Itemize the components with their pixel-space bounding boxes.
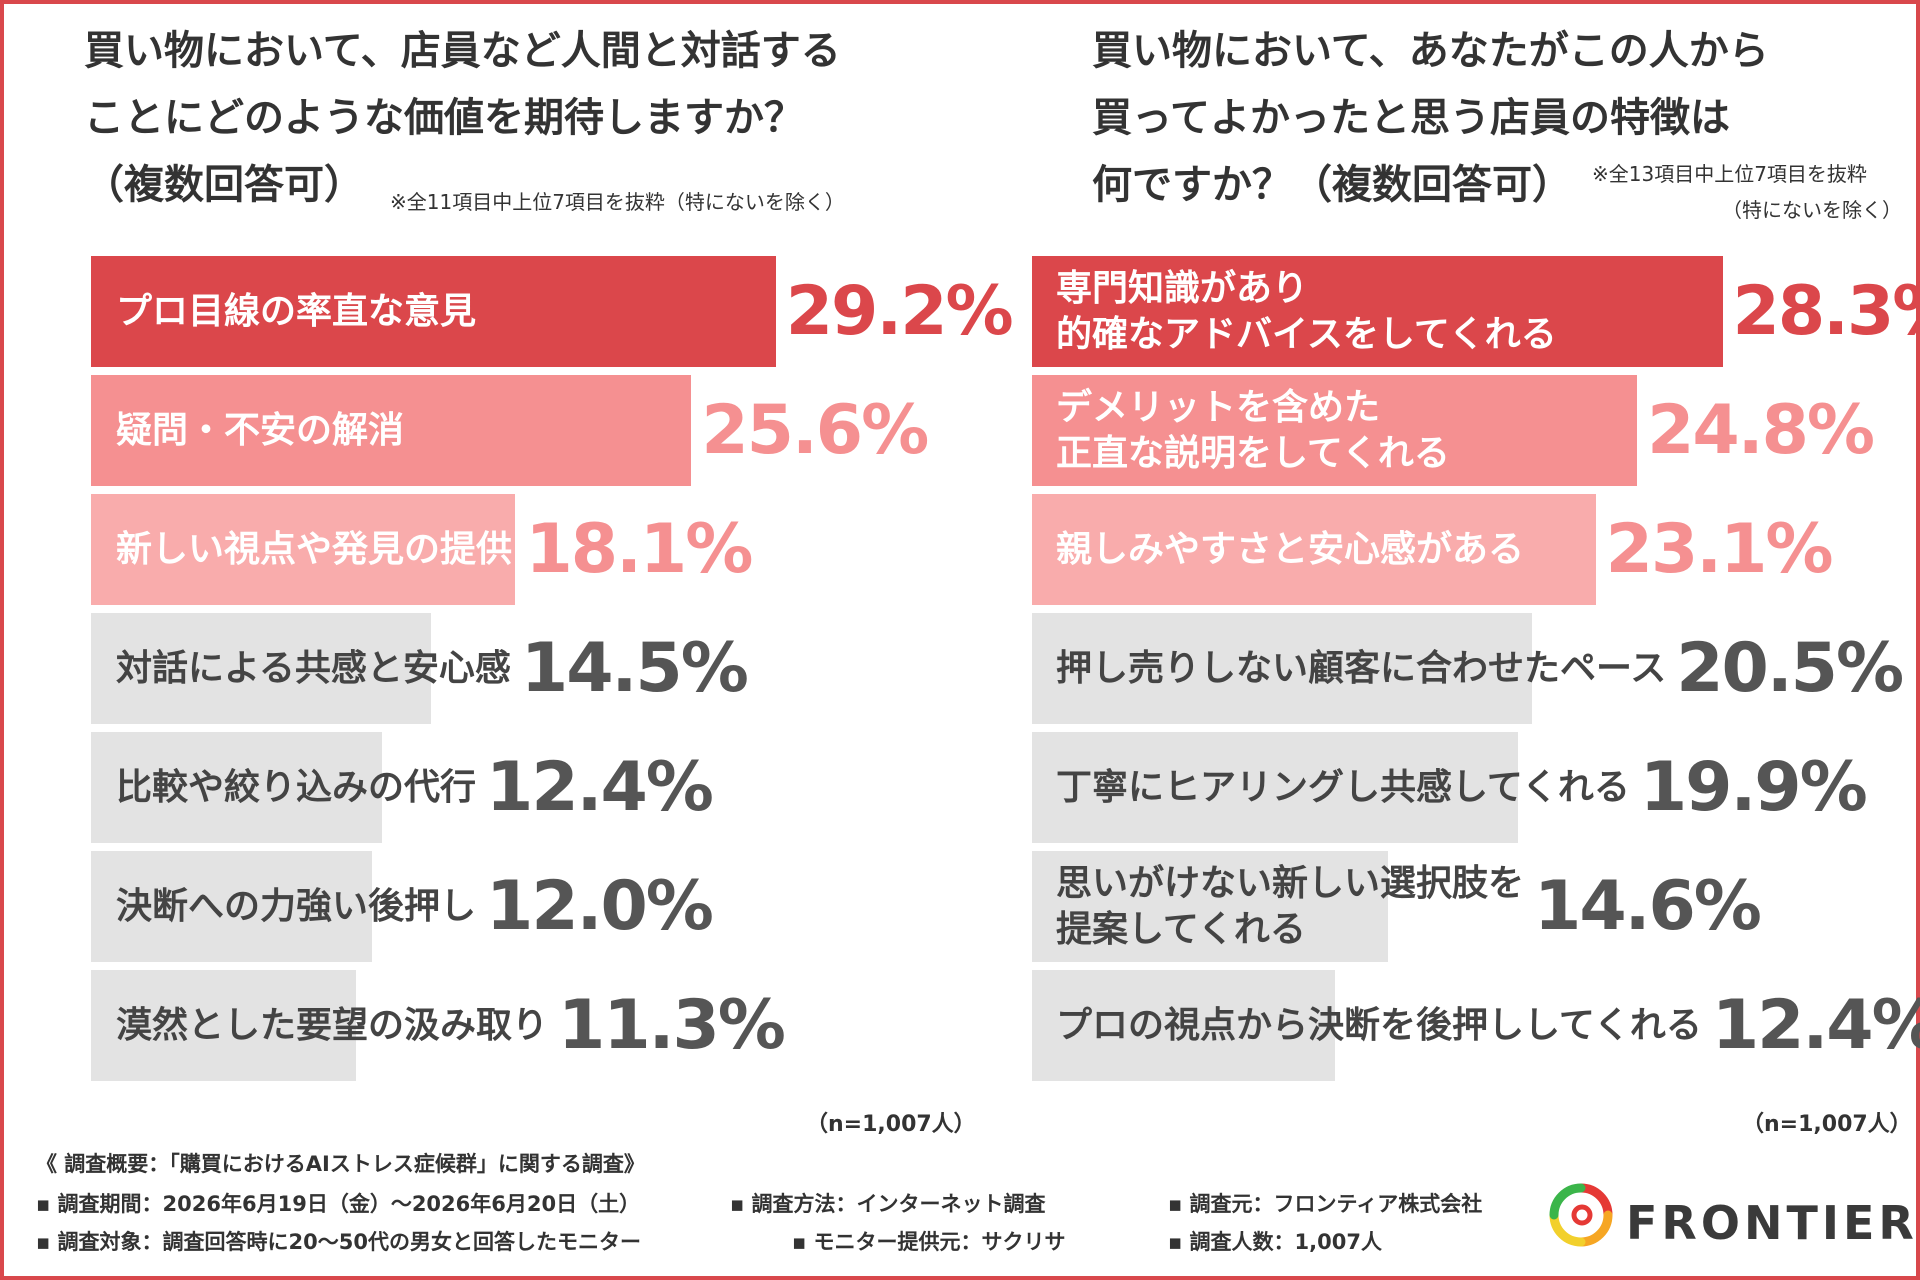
left-title-line-3: （複数回答可）: [84, 162, 364, 208]
left-question-title: 買い物において、店員など人間と対話する ことにどのような価値を期待しますか？ （…: [84, 18, 841, 219]
right-bar-5: [1032, 732, 1518, 843]
right-bar-2: [1032, 375, 1638, 486]
right-bar-1: [1032, 256, 1723, 367]
survey-count: ▪ 調査人数：1,007人: [1168, 1230, 1382, 1254]
left-bar-label-6: 決断への力強い後押し: [116, 885, 477, 927]
left-value-label-7: 11.3%: [558, 985, 786, 1065]
right-value-label-2: 24.8%: [1647, 390, 1875, 470]
monitor-provider: ▪ モニター提供元：サクリサ: [792, 1230, 1066, 1254]
left-bar-3: [91, 494, 516, 605]
right-bar-6: [1032, 851, 1389, 962]
right-title-line-2: 買ってよかったと思う店員の特徴は: [1092, 95, 1730, 141]
right-bar-7: [1032, 970, 1335, 1081]
right-bar-4: [1032, 613, 1533, 724]
left-value-label-1: 29.2%: [785, 271, 1014, 351]
survey-summary: 《 調査概要：「購買におけるAIストレス症候群」に関する調査》: [36, 1152, 645, 1176]
left-value-label-3: 18.1%: [525, 509, 753, 589]
frontier-logo-text: FRONTIER: [1626, 1196, 1918, 1250]
left-sample-size: （n=1,007人）: [806, 1112, 976, 1137]
right-title-line-1: 買い物において、あなたがこの人から: [1092, 28, 1769, 74]
left-value-label-4: 14.5%: [520, 628, 749, 708]
left-bar-label-1: プロ目線の率直な意見: [116, 290, 477, 332]
survey-method: ▪ 調査方法：インターネット調査: [730, 1192, 1046, 1216]
right-sample-size: （n=1,007人）: [1742, 1112, 1912, 1137]
right-note-line-1: ※全13項目中上位7項目を抜粋: [1592, 162, 1867, 186]
left-value-label-6: 12.0%: [486, 866, 714, 946]
left-title-line-2: ことにどのような価値を期待しますか？: [84, 95, 804, 141]
survey-target: ▪ 調査対象：調査回答時に20〜50代の男女と回答したモニター: [36, 1230, 641, 1254]
right-bar-label-1: 専門知識があり 的確なアドバイスをしてくれる: [1056, 267, 1557, 355]
right-value-label-6: 14.6%: [1534, 866, 1762, 946]
left-bar-7: [91, 970, 356, 1081]
right-value-label-3: 23.1%: [1605, 509, 1834, 589]
left-bar-4: [91, 613, 432, 724]
left-value-label-2: 25.6%: [701, 390, 929, 470]
right-question-title: 買い物において、あなたがこの人から 買ってよかったと思う店員の特徴は 何ですか？…: [1092, 18, 1769, 219]
left-bar-1: [91, 256, 776, 367]
right-bar-label-5: 丁寧にヒアリングし共感してくれる: [1056, 766, 1630, 808]
right-value-label-5: 19.9%: [1639, 747, 1868, 827]
left-bar-label-3: 新しい視点や発見の提供: [116, 528, 513, 570]
left-value-label-5: 12.4%: [486, 747, 714, 827]
survey-organizer: ▪ 調査元：フロンティア株式会社: [1168, 1192, 1483, 1216]
right-bar-3: [1032, 494, 1596, 605]
left-bar-label-2: 疑問・不安の解消: [116, 409, 405, 451]
frontier-logo-icon: [1548, 1182, 1614, 1252]
right-bar-label-6: 思いがけない新しい選択肢を 提案してくれる: [1056, 862, 1525, 950]
left-note: ※全11項目中上位7項目を抜粋（特にないを除く）: [390, 190, 845, 214]
right-value-label-4: 20.5%: [1676, 628, 1904, 708]
left-bar-label-5: 比較や絞り込みの代行: [116, 766, 477, 808]
survey-period: ▪ 調査期間：2026年6月19日（金）〜2026年6月20日（土）: [36, 1192, 641, 1216]
left-title-line-1: 買い物において、店員など人間と対話する: [84, 28, 841, 74]
right-note-line-2: （特にないを除く）: [1722, 198, 1902, 222]
left-bar-2: [91, 375, 692, 486]
right-bar-label-7: プロの視点から決断を後押ししてくれる: [1056, 1004, 1702, 1046]
left-bar-label-4: 対話による共感と安心感: [116, 647, 511, 689]
left-bar-5: [91, 732, 382, 843]
right-value-label-7: 12.4%: [1711, 985, 1920, 1065]
right-bar-label-4: 押し売りしない顧客に合わせたペース: [1056, 647, 1667, 689]
left-bar-label-7: 漠然とした要望の汲み取り: [116, 1004, 549, 1046]
right-title-line-3: 何ですか？（複数回答可）: [1092, 162, 1572, 208]
right-bar-label-3: 親しみやすさと安心感がある: [1056, 528, 1525, 570]
right-value-label-1: 28.3%: [1732, 271, 1920, 351]
right-bar-label-2: デメリットを含めた 正直な説明をしてくれる: [1056, 386, 1450, 474]
left-bar-6: [91, 851, 373, 962]
